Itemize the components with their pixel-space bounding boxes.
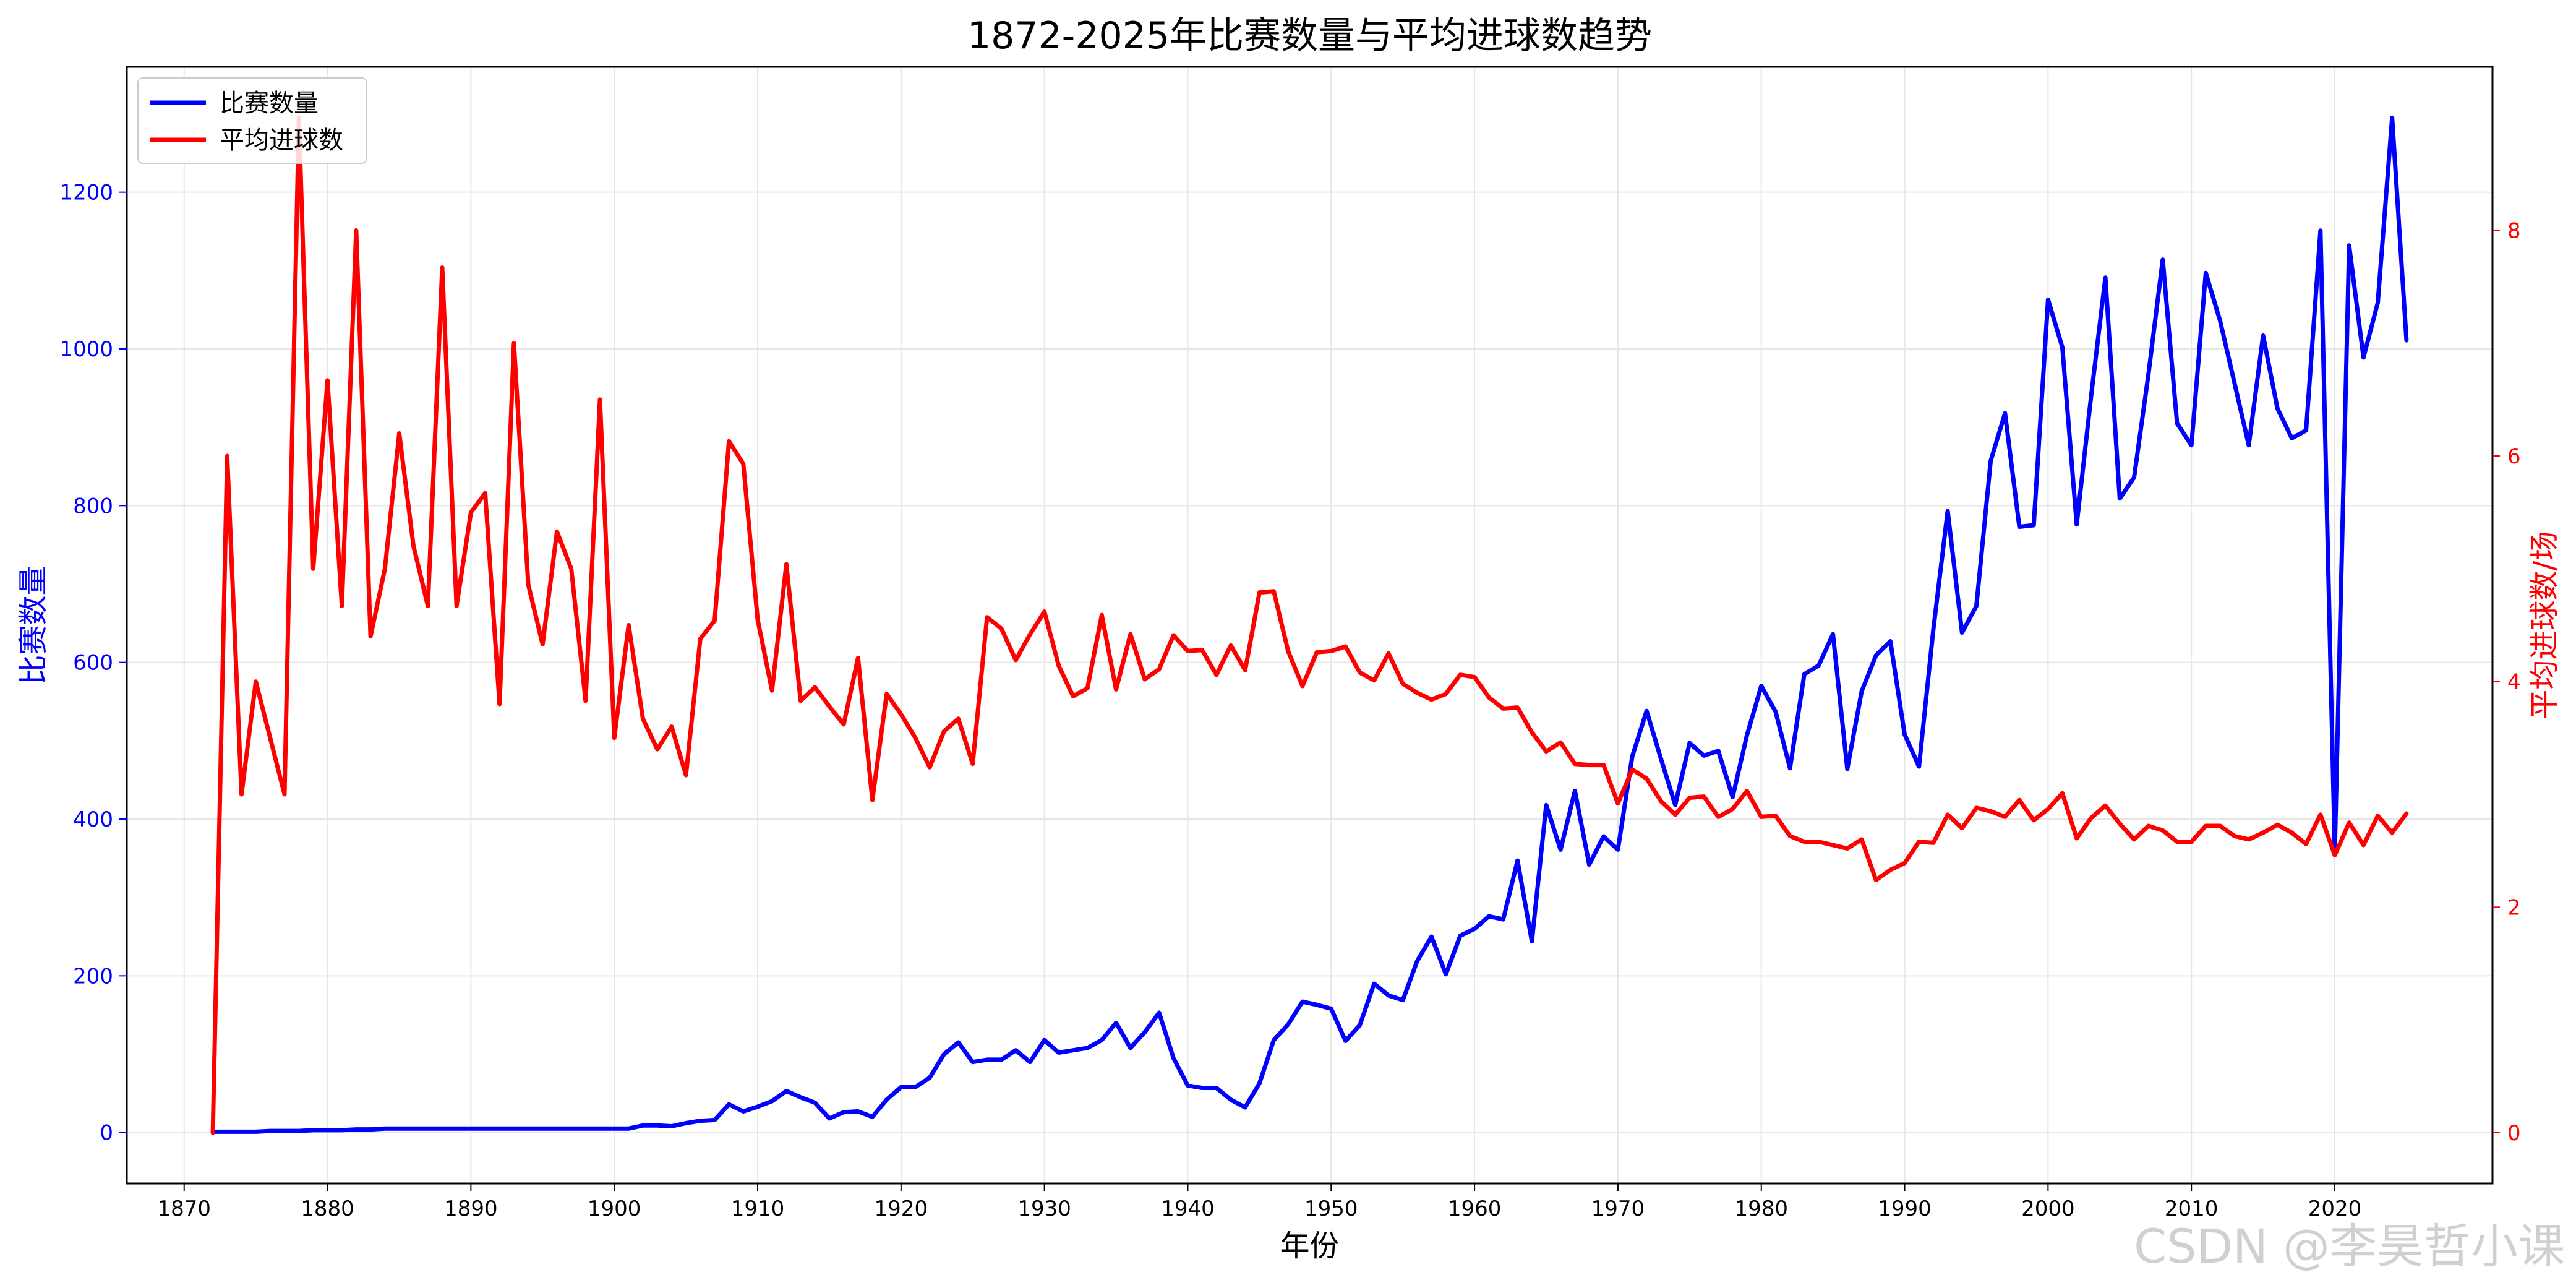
- legend: 比赛数量 平均进球数: [137, 77, 367, 164]
- x-tick-label: 1930: [1017, 1196, 1071, 1221]
- x-tick-label: 1990: [1878, 1196, 1932, 1221]
- right-y-tick-label: 6: [2507, 444, 2521, 469]
- x-tick-label: 1900: [588, 1196, 641, 1221]
- legend-label-matches: 比赛数量: [220, 89, 319, 118]
- x-tick-label: 2000: [2021, 1196, 2075, 1221]
- left-y-tick-label: 800: [73, 494, 113, 518]
- right-y-tick-label: 8: [2507, 218, 2521, 243]
- right-y-tick-label: 0: [2507, 1121, 2521, 1146]
- x-tick-label: 1950: [1304, 1196, 1358, 1221]
- x-axis-label: 年份: [1280, 1229, 1339, 1263]
- chart-title: 1872-2025年比赛数量与平均进球数趋势: [967, 14, 1652, 58]
- x-tick-label: 2010: [2165, 1196, 2219, 1221]
- left-y-tick-label: 400: [73, 807, 113, 832]
- series-layer: [210, 115, 2409, 1135]
- plot-frame: [126, 66, 2494, 1185]
- x-tick-label: 1890: [444, 1196, 498, 1221]
- x-tick-label: 1870: [157, 1196, 211, 1221]
- left-y-axis-label: 比赛数量: [16, 565, 51, 684]
- series-line-matches: [210, 115, 2409, 1134]
- x-tick-label: 1970: [1591, 1196, 1645, 1221]
- watermark: CSDN @李昊哲小课: [2134, 1219, 2565, 1274]
- x-tick-label: 1960: [1448, 1196, 1502, 1221]
- series-line-goals: [210, 115, 2409, 1135]
- left-y-tick-label: 200: [73, 964, 113, 989]
- x-tick-label: 1940: [1161, 1196, 1215, 1221]
- left-y-axis: 0 200 400 600 800 1000 1200: [59, 181, 127, 1146]
- left-y-tick-label: 1200: [59, 181, 113, 205]
- left-y-tick-label: 0: [100, 1121, 113, 1146]
- right-y-tick-label: 2: [2507, 895, 2521, 920]
- x-tick-label: 1920: [875, 1196, 928, 1221]
- x-tick-label: 2020: [2308, 1196, 2362, 1221]
- right-y-tick-label: 4: [2507, 670, 2521, 695]
- legend-label-goals: 平均进球数: [220, 126, 343, 155]
- right-y-axis-label: 平均进球数/场: [2527, 531, 2562, 719]
- left-y-tick-label: 1000: [59, 337, 113, 362]
- left-y-tick-label: 600: [73, 651, 113, 676]
- x-axis: 1870 1880 1890 1900 1910 1920 1930 1940 1950 1960…: [157, 1183, 2361, 1221]
- x-tick-label: 1880: [301, 1196, 354, 1221]
- x-tick-label: 1910: [731, 1196, 785, 1221]
- grid: [127, 67, 2493, 1183]
- right-y-axis: 0 2 4 6 8: [2493, 218, 2521, 1146]
- x-tick-label: 1980: [1734, 1196, 1788, 1221]
